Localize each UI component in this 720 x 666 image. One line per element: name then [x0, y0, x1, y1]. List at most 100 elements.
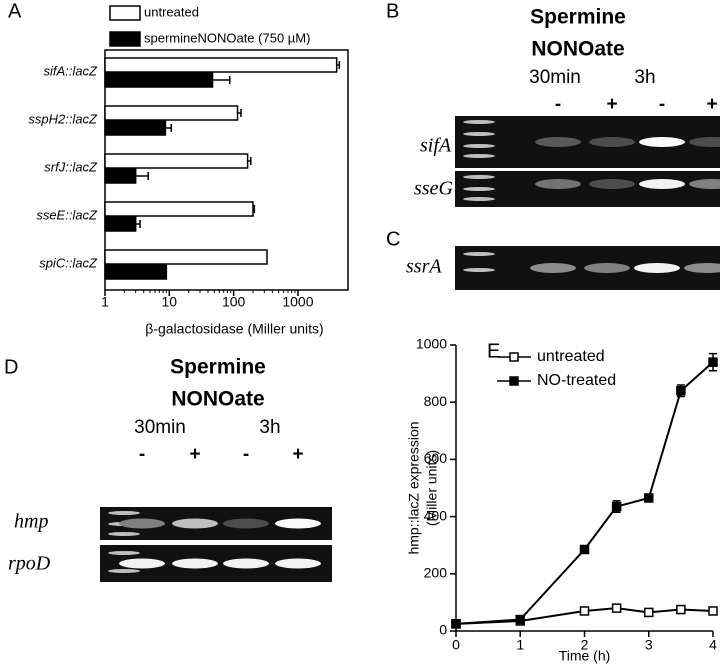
error-bar	[212, 76, 231, 84]
error-bar	[252, 205, 256, 213]
marker	[708, 357, 718, 367]
legend-swatch	[109, 5, 141, 21]
treatment: -	[659, 94, 665, 115]
y-tick-label: 200	[424, 565, 448, 581]
gel-band	[463, 268, 495, 272]
timepoint: 30min	[134, 417, 186, 438]
gel-band	[689, 179, 720, 189]
error-bar	[247, 157, 252, 165]
gel-band	[639, 137, 685, 147]
y-tick-label: 600	[424, 450, 448, 466]
error-bar	[336, 61, 341, 69]
timepoint: 3h	[259, 417, 280, 438]
gel-band	[108, 551, 140, 555]
marker	[676, 386, 686, 396]
bar	[104, 216, 137, 232]
gel-band	[119, 518, 165, 529]
gel-band	[584, 263, 630, 273]
timepoint: 30min	[529, 67, 581, 88]
panel-label: E	[487, 340, 500, 362]
x-tick-label: 3	[645, 637, 653, 653]
gel-band	[108, 511, 140, 515]
x-tick-label: 0	[452, 637, 460, 653]
gel-band	[119, 558, 165, 569]
gel-band	[589, 137, 635, 147]
error-bar	[165, 124, 172, 132]
gel-row-label: sifA	[420, 135, 452, 157]
bar	[104, 120, 167, 136]
gel-title: NONOate	[171, 388, 264, 411]
gel-band	[463, 120, 495, 124]
gel-band	[530, 263, 576, 273]
gel-band	[463, 187, 495, 191]
gel-band	[223, 558, 269, 569]
bar	[104, 201, 254, 217]
x-tick-label: 2	[581, 637, 589, 653]
gel-band	[463, 154, 495, 158]
x-tick-label: 4	[709, 637, 717, 653]
legend-marker	[509, 376, 519, 386]
marker	[611, 603, 622, 613]
y-tick-label: 0	[439, 622, 447, 638]
gel-row-label: hmp	[14, 511, 48, 533]
treatment: -	[243, 444, 249, 465]
legend-label: spermineNONOate (750 µM)	[144, 30, 310, 45]
treatment: -	[555, 94, 561, 115]
treatment: +	[706, 94, 717, 115]
legend-swatch	[109, 31, 141, 47]
legend-label: untreated	[537, 348, 605, 365]
gel-title: Spermine	[170, 356, 266, 379]
x-tick-label: 10	[162, 294, 178, 310]
y-axis-label: hmp::lacZ expression	[406, 421, 422, 554]
gel-row-label: sseG	[414, 178, 453, 200]
x-tick-label: 100	[222, 294, 246, 310]
error-bar	[135, 220, 141, 228]
legend-label: untreated	[144, 4, 199, 19]
gel	[455, 171, 720, 207]
panel-label: C	[386, 228, 400, 250]
category-label: sseE::lacZ	[36, 207, 98, 222]
panel-label: D	[4, 356, 18, 378]
gel-band	[108, 532, 140, 536]
gel-band	[463, 132, 495, 136]
gel-band	[223, 518, 269, 529]
x-axis-label: Time (h)	[559, 648, 611, 664]
category-label: srfJ::lacZ	[44, 159, 98, 174]
marker	[451, 619, 461, 629]
bar	[104, 57, 338, 73]
treatment: +	[189, 444, 200, 465]
y-tick-label: 400	[424, 507, 448, 523]
x-tick-label: 1	[101, 294, 109, 310]
treatment: +	[606, 94, 617, 115]
x-tick-label: 1	[516, 637, 524, 653]
x-axis-label: β-galactosidase (Miller units)	[145, 321, 323, 337]
legend-label: NO-treated	[537, 372, 616, 389]
gel-band	[275, 558, 321, 569]
x-tick-label: 1000	[282, 294, 313, 310]
gel-band	[463, 175, 495, 179]
gel-band	[172, 558, 218, 569]
category-label: sspH2::lacZ	[28, 111, 98, 126]
y-tick-label: 1000	[416, 336, 447, 352]
gel-row-label: rpoD	[8, 553, 51, 575]
treatment: +	[292, 444, 303, 465]
gel-band	[463, 144, 495, 148]
gel-band	[172, 518, 218, 529]
gel-band	[463, 197, 495, 201]
gel-band	[108, 569, 140, 573]
marker	[644, 607, 654, 618]
gel-band	[684, 263, 720, 273]
marker	[676, 604, 686, 615]
category-label: sifA::lacZ	[44, 63, 99, 78]
marker	[579, 544, 590, 555]
treatment: -	[139, 444, 145, 465]
category-label: spiC::lacZ	[39, 255, 98, 270]
bar	[104, 264, 168, 280]
gel-title: NONOate	[531, 38, 624, 61]
bar	[104, 72, 214, 88]
error-bar	[135, 172, 149, 180]
y-tick-label: 800	[424, 393, 448, 409]
marker	[644, 493, 654, 503]
gel-band	[535, 137, 581, 147]
